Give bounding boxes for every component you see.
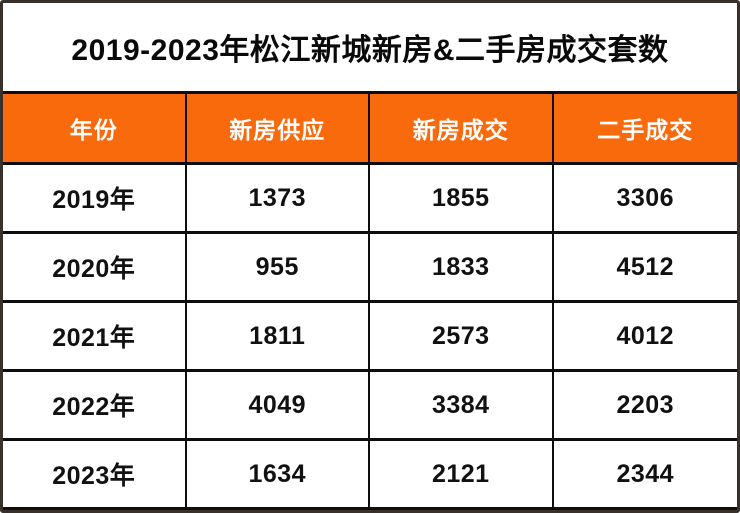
table-cell-new-supply: 1373 (186, 165, 370, 234)
table-cell-secondhand-deals: 4512 (553, 234, 737, 303)
table-cell-secondhand-deals: 3306 (553, 165, 737, 234)
column-header-new-deals: 新房成交 (370, 94, 554, 165)
table-cell-year: 2022年 (3, 372, 187, 441)
table-cell-new-supply: 955 (186, 234, 370, 303)
table-cell-new-supply: 4049 (186, 372, 370, 441)
table-cell-new-deals: 2121 (370, 441, 554, 510)
table-cell-secondhand-deals: 2203 (553, 372, 737, 441)
table-cell-new-deals: 1855 (370, 165, 554, 234)
column-header-secondhand-deals: 二手成交 (553, 94, 737, 165)
column-header-year: 年份 (3, 94, 187, 165)
table-cell-new-deals: 2573 (370, 303, 554, 372)
table-cell-new-deals: 3384 (370, 372, 554, 441)
table-cell-secondhand-deals: 4012 (553, 303, 737, 372)
column-header-new-supply: 新房供应 (186, 94, 370, 165)
title-bar: 2019-2023年松江新城新房&二手房成交套数 (3, 3, 737, 91)
table-cell-year: 2023年 (3, 441, 187, 510)
transactions-table: 年份 新房供应 新房成交 二手成交 2019年 1373 1855 3306 2… (3, 91, 737, 510)
table-cell-year: 2021年 (3, 303, 187, 372)
table-cell-new-deals: 1833 (370, 234, 554, 303)
page-title: 2019-2023年松江新城新房&二手房成交套数 (71, 34, 669, 67)
table-cell-year: 2019年 (3, 165, 187, 234)
table-cell-new-supply: 1634 (186, 441, 370, 510)
table-cell-secondhand-deals: 2344 (553, 441, 737, 510)
table-cell-new-supply: 1811 (186, 303, 370, 372)
table-cell-year: 2020年 (3, 234, 187, 303)
